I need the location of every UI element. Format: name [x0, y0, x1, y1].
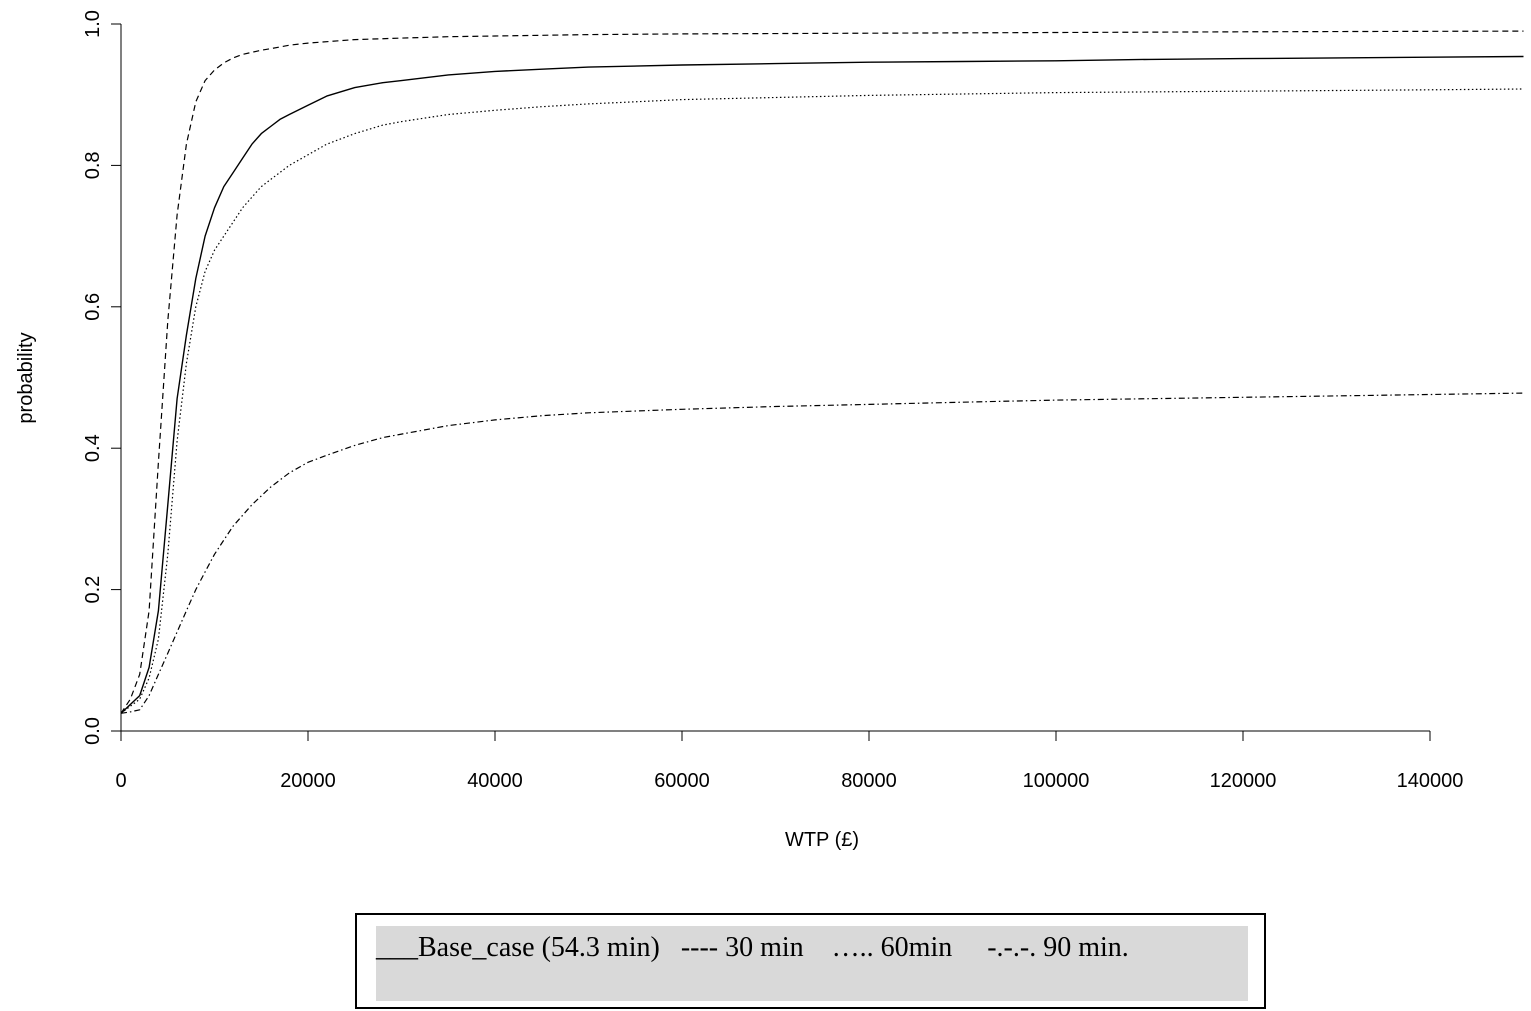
x-tick-label: 20000 [280, 770, 336, 792]
y-tick-label: 0.8 [82, 151, 104, 179]
x-tick-label: 120000 [1210, 770, 1277, 792]
series-layer [120, 30, 1524, 714]
series-line-solid [120, 55, 1524, 714]
x-tick-label: 0 [115, 770, 126, 792]
y-tick-label: 0.2 [82, 576, 104, 604]
legend-background: ___Base_case (54.3 min) ---- 30 min ….. … [376, 926, 1248, 1001]
legend: ___Base_case (54.3 min) ---- 30 min ….. … [355, 913, 1266, 1009]
axes: 0 20000 40000 60000 80000 100000 120000 140000 0… [82, 10, 1463, 792]
x-tick-label: 80000 [841, 770, 897, 792]
x-axis-title: WTP (£) [785, 829, 859, 851]
x-tick-label: 40000 [467, 770, 523, 792]
x-tick-label: 60000 [654, 770, 710, 792]
x-tick-label: 140000 [1397, 770, 1464, 792]
series-line-dash-dot [120, 392, 1524, 714]
y-axis-title: probability [15, 332, 37, 423]
series-line-dotted [120, 88, 1524, 714]
legend-text: ___Base_case (54.3 min) ---- 30 min ….. … [376, 932, 1129, 963]
x-tick-label: 100000 [1023, 770, 1090, 792]
y-tick-label: 1.0 [82, 10, 104, 38]
y-tick-label: 0.4 [82, 434, 104, 462]
wtp-probability-chart: 0 20000 40000 60000 80000 100000 120000 140000 0… [15, 10, 1524, 851]
y-tick-label: 0.6 [82, 293, 104, 321]
series-line-dashed [120, 30, 1524, 714]
y-tick-label: 0.0 [82, 717, 104, 745]
